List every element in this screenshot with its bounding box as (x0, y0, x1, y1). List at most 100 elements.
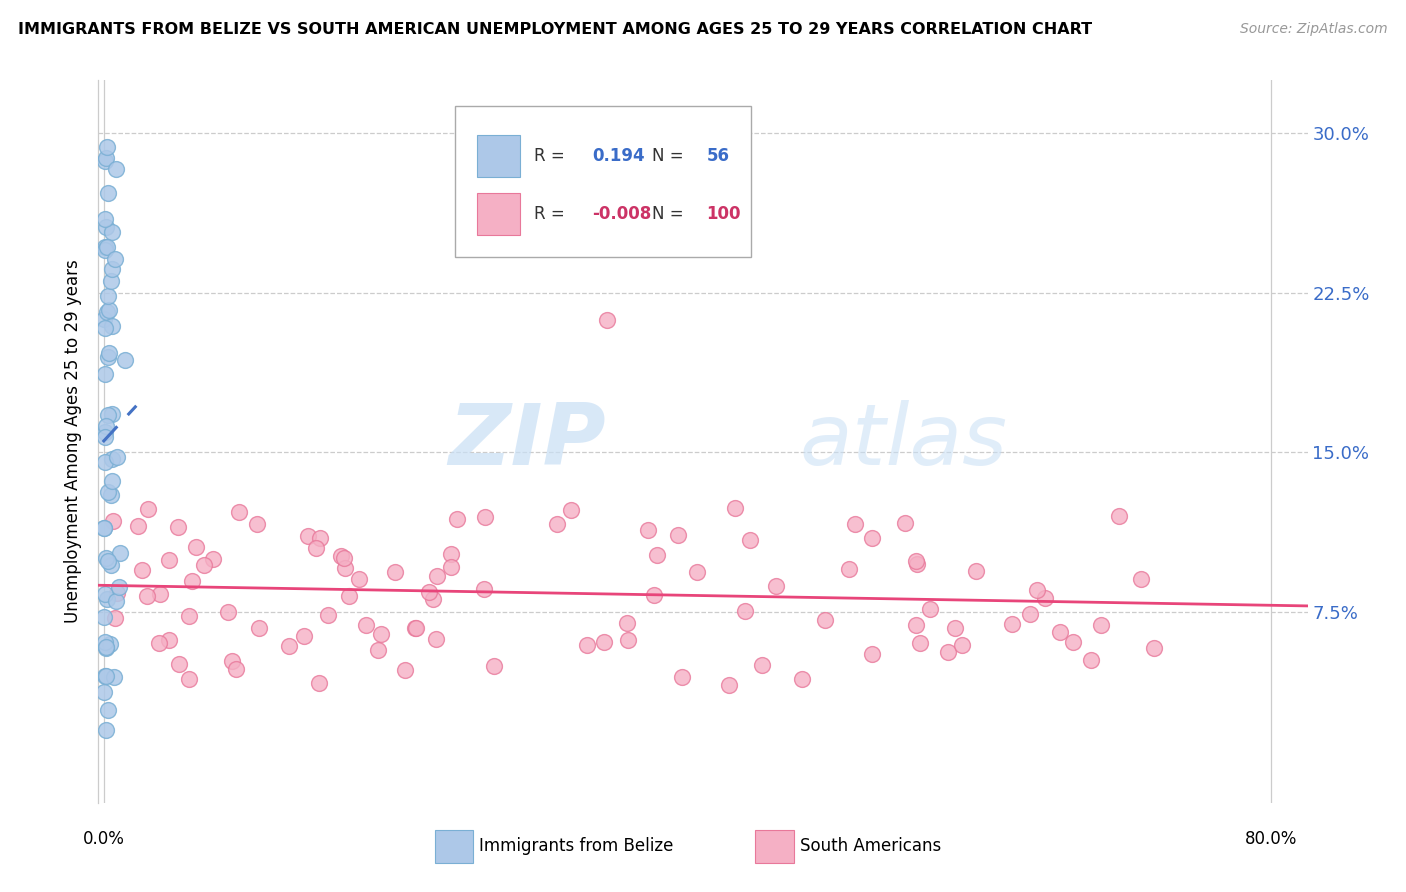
Point (297, 529, 319, 543)
Point (97, 554, 120, 568)
Point (1080, 653, 1102, 667)
Point (645, 548, 668, 562)
Point (225, 662, 247, 676)
FancyBboxPatch shape (477, 193, 520, 235)
Point (96, 289, 118, 303)
Point (686, 565, 709, 579)
Point (100, 558, 122, 572)
Point (127, 518, 149, 533)
Point (718, 678, 741, 692)
Point (472, 582, 495, 596)
Point (765, 579, 787, 593)
FancyBboxPatch shape (456, 105, 751, 257)
Point (114, 353, 136, 368)
Point (908, 635, 931, 649)
Point (94, 640, 117, 655)
Point (103, 514, 125, 528)
Point (101, 474, 124, 488)
Point (446, 512, 468, 526)
Point (943, 621, 966, 635)
Point (920, 601, 942, 615)
Point (94, 425, 117, 439)
Point (332, 551, 354, 566)
Point (616, 615, 638, 630)
Point (94, 587, 117, 601)
Point (860, 648, 883, 662)
Point (94, 635, 117, 649)
Point (593, 635, 616, 649)
Point (418, 585, 440, 599)
Point (96, 551, 118, 566)
Point (100, 319, 122, 334)
Point (950, 638, 973, 652)
Point (104, 611, 127, 625)
Point (98, 637, 121, 651)
Point (1025, 583, 1047, 598)
Point (96, 304, 118, 318)
Point (94, 240, 117, 254)
Point (316, 607, 339, 622)
Point (425, 632, 447, 647)
Point (394, 663, 416, 677)
Point (104, 252, 127, 266)
Point (93, 521, 115, 535)
Text: South Americans: South Americans (800, 838, 941, 855)
Point (384, 565, 406, 579)
Point (93, 455, 115, 469)
Point (105, 450, 128, 464)
Point (347, 572, 370, 586)
Text: 100: 100 (707, 205, 741, 223)
Point (166, 520, 188, 534)
Point (671, 670, 693, 684)
Point (93, 610, 115, 624)
Point (186, 540, 208, 554)
Point (104, 162, 127, 177)
Point (617, 633, 640, 648)
Point (97, 303, 120, 318)
Point (93, 669, 115, 683)
Point (292, 629, 315, 643)
Point (169, 657, 191, 672)
Point (148, 636, 170, 650)
Point (308, 531, 330, 545)
FancyBboxPatch shape (477, 135, 520, 178)
Point (422, 592, 444, 607)
Point (94, 668, 117, 682)
Text: 56: 56 (707, 147, 730, 165)
Point (110, 546, 132, 560)
Point (337, 589, 360, 603)
Point (904, 617, 927, 632)
Point (221, 654, 243, 668)
Point (814, 613, 837, 627)
Point (93, 521, 115, 535)
Point (738, 533, 761, 547)
Point (177, 609, 200, 624)
Point (96, 703, 118, 717)
Text: 0.194: 0.194 (592, 147, 644, 165)
Point (904, 554, 927, 568)
Point (838, 562, 860, 576)
Point (94, 151, 117, 165)
Text: R =: R = (534, 205, 569, 223)
Point (247, 621, 270, 635)
Point (108, 580, 131, 594)
Point (643, 588, 665, 602)
Point (94, 430, 117, 444)
Point (1062, 635, 1084, 649)
Point (97, 346, 120, 360)
Point (596, 313, 619, 327)
Point (1033, 591, 1056, 605)
Point (936, 645, 959, 659)
Point (96, 592, 118, 607)
Point (180, 574, 202, 588)
Point (97, 485, 120, 500)
Point (94, 367, 117, 381)
Point (94, 321, 117, 335)
Point (100, 452, 122, 467)
Point (862, 531, 884, 545)
Point (93, 211, 115, 226)
Point (905, 557, 928, 571)
Point (1108, 508, 1130, 523)
Point (1049, 624, 1071, 639)
Point (97, 408, 120, 422)
